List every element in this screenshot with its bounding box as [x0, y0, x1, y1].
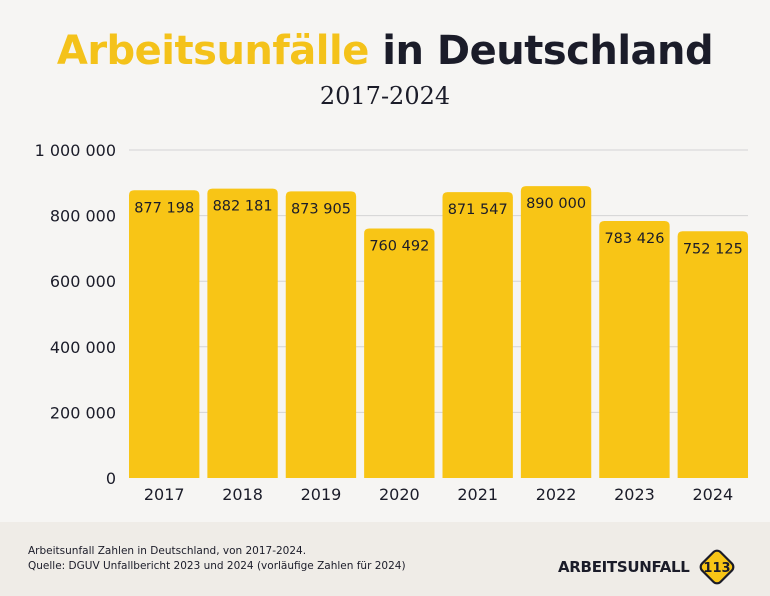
bar-value-label: 890 000 — [526, 196, 586, 212]
bar-group: 877 198 — [129, 190, 200, 478]
bar — [207, 188, 278, 478]
bar-group: 752 125 — [677, 231, 748, 478]
footer-caption: Arbeitsunfall Zahlen in Deutschland, von… — [28, 544, 406, 574]
y-tick-label: 400 000 — [50, 338, 116, 357]
x-tick-label: 2022 — [536, 485, 577, 504]
bar-group: 760 492 — [364, 228, 435, 478]
bar — [677, 231, 748, 478]
y-tick-label: 800 000 — [50, 207, 116, 226]
y-tick-label: 1 000 000 — [35, 141, 116, 160]
x-tick-label: 2020 — [379, 485, 420, 504]
x-tick-label: 2024 — [692, 485, 733, 504]
y-tick-label: 0 — [106, 469, 116, 488]
bar-value-label: 760 492 — [369, 239, 429, 255]
bar-value-label: 873 905 — [291, 201, 351, 217]
bar — [129, 190, 200, 478]
title-rest: in Deutschland — [382, 28, 714, 74]
brand-name: ARBEITSUNFALL — [558, 558, 690, 576]
bar-chart: 0 200 000 400 000 600 000 800 000 1 000 000 8… — [35, 141, 748, 504]
y-tick-label: 200 000 — [50, 403, 116, 422]
warning-sign-icon: 113 — [696, 546, 738, 588]
bar — [442, 192, 513, 479]
bar-group: 783 426 — [599, 221, 670, 479]
title-highlight: Arbeitsunfälle — [56, 28, 369, 74]
bar — [285, 191, 357, 478]
brand-logo: ARBEITSUNFALL 113 — [558, 546, 738, 588]
x-axis-ticks: 2017 2018 2019 2020 2021 2022 2023 2024 — [144, 485, 733, 504]
bar-value-label: 871 547 — [448, 202, 508, 218]
caption-line-1: Arbeitsunfall Zahlen in Deutschland, von… — [28, 545, 307, 557]
bar — [599, 221, 670, 479]
bar-value-label: 752 125 — [683, 241, 743, 257]
y-tick-label: 600 000 — [50, 272, 116, 291]
bar-group: 871 547 — [442, 192, 513, 479]
brand-number: 113 — [703, 561, 730, 576]
bar-group: 873 905 — [285, 191, 357, 478]
chart-title: Arbeitsunfälle in Deutschland — [0, 26, 770, 76]
chart-subtitle: 2017-2024 — [319, 82, 451, 110]
x-tick-label: 2018 — [222, 485, 263, 504]
bar-value-label: 877 198 — [134, 200, 194, 216]
x-tick-label: 2017 — [144, 485, 185, 504]
x-tick-label: 2023 — [614, 485, 655, 504]
bar-value-label: 882 181 — [213, 199, 273, 215]
x-tick-label: 2021 — [457, 485, 498, 504]
bar — [520, 186, 592, 478]
footer: Arbeitsunfall Zahlen in Deutschland, von… — [0, 522, 770, 596]
caption-source: Quelle: DGUV Unfallbericht 2023 und 2024… — [28, 560, 406, 572]
bars: 877 198 882 181 873 905 760 492 871 547 890 0… — [129, 186, 748, 479]
bar — [364, 228, 435, 478]
x-tick-label: 2019 — [301, 485, 342, 504]
bar-group: 890 000 — [520, 186, 592, 478]
y-axis-ticks: 0 200 000 400 000 600 000 800 000 1 000 000 — [35, 141, 116, 488]
bar-value-label: 783 426 — [604, 231, 664, 247]
bar-group: 882 181 — [207, 188, 278, 478]
